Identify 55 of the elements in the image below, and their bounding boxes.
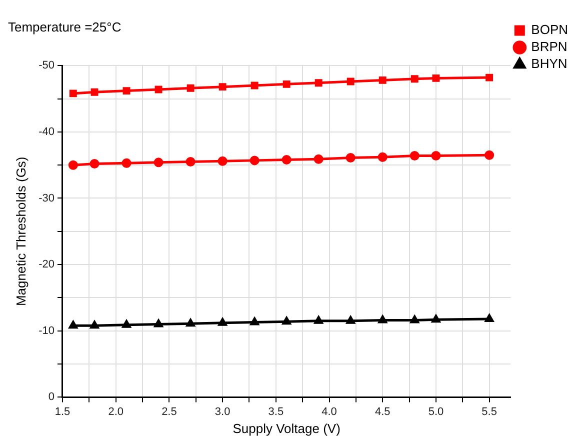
y-axis-title: Magnetic Thresholds (Gs) <box>13 156 28 306</box>
point <box>432 74 440 82</box>
point <box>186 157 196 167</box>
x-tick-label: 5.5 <box>482 406 497 418</box>
point <box>282 155 292 165</box>
point <box>485 314 494 322</box>
point <box>186 318 195 327</box>
point <box>68 320 78 329</box>
point <box>378 152 388 162</box>
point <box>218 83 226 91</box>
legend-label: BRPN <box>531 39 568 54</box>
point <box>154 158 164 168</box>
y-tick-label: -40 <box>38 126 54 138</box>
legend-label: BHYN <box>531 56 568 72</box>
point <box>410 151 420 161</box>
x-tick-label: 2.5 <box>162 406 177 418</box>
point <box>486 74 494 82</box>
point <box>410 75 418 83</box>
point <box>250 82 258 90</box>
point <box>68 160 78 170</box>
point <box>282 316 291 325</box>
point <box>218 156 228 166</box>
point <box>346 153 356 163</box>
text: 3.0 <box>214 406 230 418</box>
x-axis-title: Supply Voltage (V) <box>232 420 340 436</box>
point <box>90 320 99 329</box>
point <box>431 151 441 161</box>
point <box>432 314 440 323</box>
point <box>154 86 162 94</box>
text: 4.0 <box>322 406 337 418</box>
point <box>346 78 354 86</box>
y-tick-label: -50 <box>38 60 54 72</box>
legend-label: BOPN <box>531 22 568 38</box>
y-tick-label: 0 <box>48 391 54 404</box>
y-tick-label: -10 <box>38 324 54 337</box>
text: 2.0 <box>108 406 124 418</box>
point <box>122 158 132 168</box>
point <box>90 88 98 96</box>
point <box>90 159 100 169</box>
point <box>484 150 494 160</box>
x-tick-label: 1.5 <box>54 406 70 418</box>
y-tick-label: -20 <box>38 258 54 271</box>
y-tick-label: -30 <box>38 192 54 204</box>
text: 5.0 <box>428 406 444 418</box>
point <box>186 84 194 92</box>
point <box>378 76 386 84</box>
point <box>250 156 260 166</box>
x-tick-label: 4.5 <box>374 406 390 418</box>
x-tick-label: 3.5 <box>268 406 284 418</box>
point <box>69 90 77 98</box>
point <box>314 79 322 87</box>
point <box>282 80 290 88</box>
chart-title: Temperature =25°C <box>8 19 122 34</box>
point <box>314 154 324 164</box>
point <box>122 87 130 95</box>
